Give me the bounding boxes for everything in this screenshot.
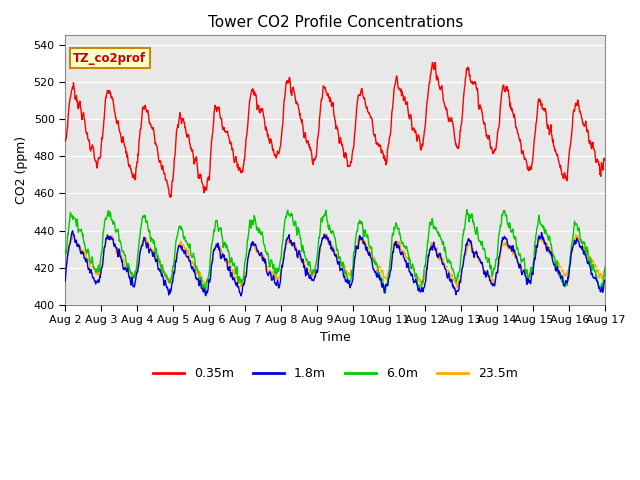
Text: TZ_co2prof: TZ_co2prof — [74, 51, 147, 64]
Legend: 0.35m, 1.8m, 6.0m, 23.5m: 0.35m, 1.8m, 6.0m, 23.5m — [148, 362, 523, 385]
X-axis label: Time: Time — [320, 331, 351, 344]
Y-axis label: CO2 (ppm): CO2 (ppm) — [15, 136, 28, 204]
Title: Tower CO2 Profile Concentrations: Tower CO2 Profile Concentrations — [207, 15, 463, 30]
